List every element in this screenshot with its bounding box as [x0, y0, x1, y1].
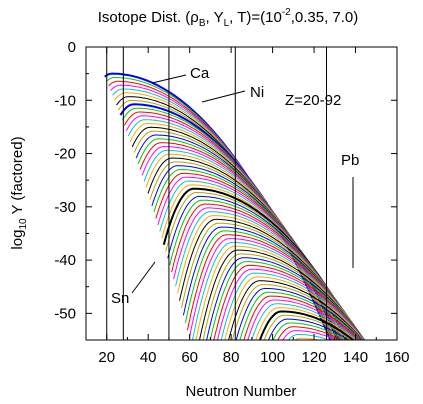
y-tick-label: -40: [54, 252, 76, 269]
y-tick-label: -20: [54, 146, 76, 163]
isotope-curve-z79: [247, 299, 359, 340]
isotope-curve-z25: [114, 92, 337, 340]
isotope-curve-z81: [255, 307, 356, 340]
x-tick-label: 60: [181, 349, 198, 366]
isotope-curve-z20: [104, 72, 332, 340]
x-axis-ticks: 20 40 60 80 100 120 140 160: [85, 47, 410, 366]
y-tick-label: -50: [54, 305, 76, 322]
annotation-ca-pointer: [151, 74, 187, 84]
isotope-curve-z72: [220, 272, 365, 340]
x-tick-label: 120: [302, 349, 327, 366]
isotope-curve-z80: [251, 303, 358, 340]
isotope-curve-z71: [217, 268, 365, 340]
isotope-curve-z35: [133, 130, 347, 340]
y-tick-label: 0: [68, 39, 76, 56]
chart-title: Isotope Dist. (ρB, YL, T)=(10-2,0.35, 7.…: [98, 7, 359, 29]
isotope-curve-z74: [228, 280, 364, 340]
annotation-z-range: Z=20-92: [285, 92, 341, 109]
isotope-curve-z87: [282, 330, 338, 340]
annotations: Ca Ni Z=20-92 Pb Sn: [111, 65, 359, 307]
annotation-ni-pointer: [201, 90, 246, 103]
x-axis-label: Neutron Number: [186, 383, 297, 400]
x-tick-label: 160: [384, 349, 409, 366]
isotope-curve-z76: [235, 287, 362, 340]
x-tick-label: 20: [98, 349, 115, 366]
isotope-curve-z77: [239, 291, 361, 340]
annotation-pb: Pb: [341, 152, 359, 169]
x-tick-label: 80: [223, 349, 240, 366]
isotope-curves: [104, 72, 366, 340]
y-axis-label: log10 Y (factored): [9, 136, 29, 249]
plot-frame: [85, 46, 398, 341]
x-tick-label: 140: [343, 349, 368, 366]
isotope-curve-z83: [263, 314, 352, 340]
isotope-curve-z85: [272, 322, 346, 340]
y-tick-label: -10: [54, 92, 76, 109]
isotope-curve-z84: [267, 318, 349, 340]
annotation-ni: Ni: [250, 84, 264, 101]
y-axis-ticks: 0 -10 -20 -30 -40 -50: [54, 39, 397, 341]
annotation-sn: Sn: [111, 290, 129, 307]
isotope-curve-z88: [287, 334, 331, 340]
isotope-curve-z86: [277, 326, 343, 340]
x-tick-label: 40: [140, 349, 157, 366]
annotation-sn-pointer: [131, 261, 156, 294]
annotation-ca: Ca: [190, 65, 210, 82]
isotope-curve-z75: [231, 284, 363, 340]
x-tick-label: 100: [260, 349, 285, 366]
isotope-curve-z82: [258, 310, 355, 340]
y-tick-label: -30: [54, 199, 76, 216]
isotope-curve-z78: [243, 295, 360, 340]
isotope-curve-z73: [224, 276, 364, 340]
isotope-curve-z58: [179, 218, 364, 340]
magic-number-lines: [106, 47, 328, 340]
isotope-curve-z24: [112, 88, 336, 340]
